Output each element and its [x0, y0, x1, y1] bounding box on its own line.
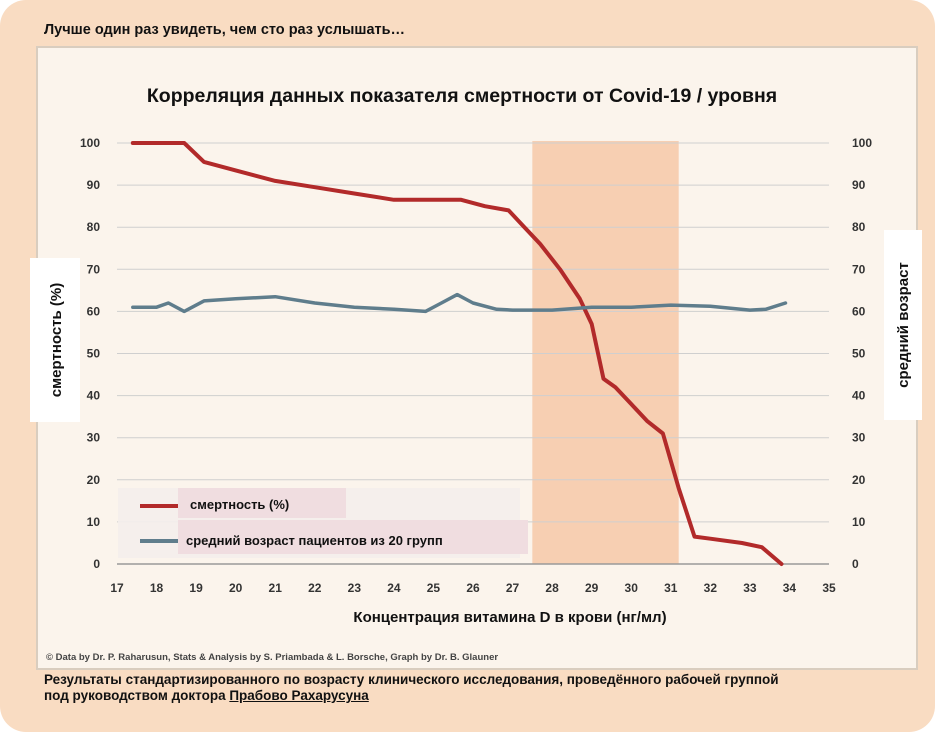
legend-label-mortality: смертность (%): [190, 497, 289, 512]
y-tick-label-left: 10: [87, 515, 101, 529]
y-label-left-bg: [30, 258, 80, 422]
y-tick-label-right: 0: [852, 557, 859, 571]
top-caption: Лучше один раз увидеть, чем сто раз услы…: [44, 22, 406, 38]
y-tick-label-right: 40: [852, 389, 866, 403]
y-tick-label-left: 30: [87, 431, 101, 445]
y-tick-label-right: 80: [852, 220, 866, 234]
x-tick-label: 20: [229, 581, 243, 595]
x-tick-label: 18: [150, 581, 164, 595]
x-axis-label: Концентрация витамина D в крови (нг/мл): [353, 609, 666, 626]
series-line-mean-age: [131, 292, 788, 314]
y-tick-label-left: 100: [80, 136, 100, 150]
y-tick-label-right: 100: [852, 136, 872, 150]
y-tick-label-right: 10: [852, 515, 866, 529]
x-tick-label: 34: [783, 581, 797, 595]
y-tick-label-left: 40: [87, 389, 101, 403]
y-tick-label-left: 60: [87, 304, 101, 318]
x-tick-label: 30: [625, 581, 639, 595]
x-tick-label: 31: [664, 581, 678, 595]
y-tick-label-left: 50: [87, 347, 101, 361]
y-axis-label-right: средний возраст: [895, 262, 912, 388]
legend-label-bg-mortality: [178, 488, 346, 518]
y-tick-label-left: 0: [93, 557, 100, 571]
y-tick-label-left: 20: [87, 473, 101, 487]
y-tick-label-left: 90: [87, 178, 101, 192]
y-tick-label-right: 90: [852, 178, 866, 192]
x-tick-label: 21: [269, 581, 283, 595]
chart-title: Корреляция данных показателя смертности …: [147, 85, 777, 107]
x-tick-label: 23: [348, 581, 362, 595]
footer-line-2-prefix: под руководством доктора: [44, 688, 230, 703]
y-label-right-bg: [884, 230, 922, 420]
highlight-band: [532, 141, 679, 564]
y-axis-label-left: смертность (%): [48, 283, 65, 398]
footer-author-name: Прабово Рахарусуна: [229, 688, 369, 703]
footer-line-1: Результаты стандартизированного по возра…: [44, 672, 779, 687]
y-tick-label-right: 30: [852, 431, 866, 445]
x-tick-label: 24: [387, 581, 401, 595]
x-tick-label: 28: [545, 581, 559, 595]
y-tick-label-right: 20: [852, 473, 866, 487]
x-tick-label: 19: [189, 581, 203, 595]
y-tick-label-right: 50: [852, 347, 866, 361]
x-tick-label: 27: [506, 581, 520, 595]
footer-line-2: под руководством доктора Прабово Рахарус…: [44, 688, 924, 704]
y-tick-label-left: 70: [87, 262, 101, 276]
x-tick-label: 26: [466, 581, 480, 595]
x-tick-label: 33: [743, 581, 757, 595]
x-tick-label: 32: [704, 581, 718, 595]
series-line-mortality: [130, 141, 784, 566]
x-tick-label: 25: [427, 581, 441, 595]
y-tick-label-left: 80: [87, 220, 101, 234]
y-tick-label-right: 60: [852, 304, 866, 318]
legend-label-age: средний возраст пациентов из 20 групп: [186, 533, 443, 548]
y-tick-label-right: 70: [852, 262, 866, 276]
x-tick-label: 17: [110, 581, 124, 595]
legend-label-bg-age: [178, 520, 528, 554]
x-tick-label: 35: [822, 581, 836, 595]
footer-caption: Результаты стандартизированного по возра…: [44, 672, 924, 704]
data-credit: © Data by Dr. P. Raharusun, Stats & Anal…: [46, 652, 498, 663]
x-tick-label: 29: [585, 581, 599, 595]
x-tick-label: 22: [308, 581, 322, 595]
